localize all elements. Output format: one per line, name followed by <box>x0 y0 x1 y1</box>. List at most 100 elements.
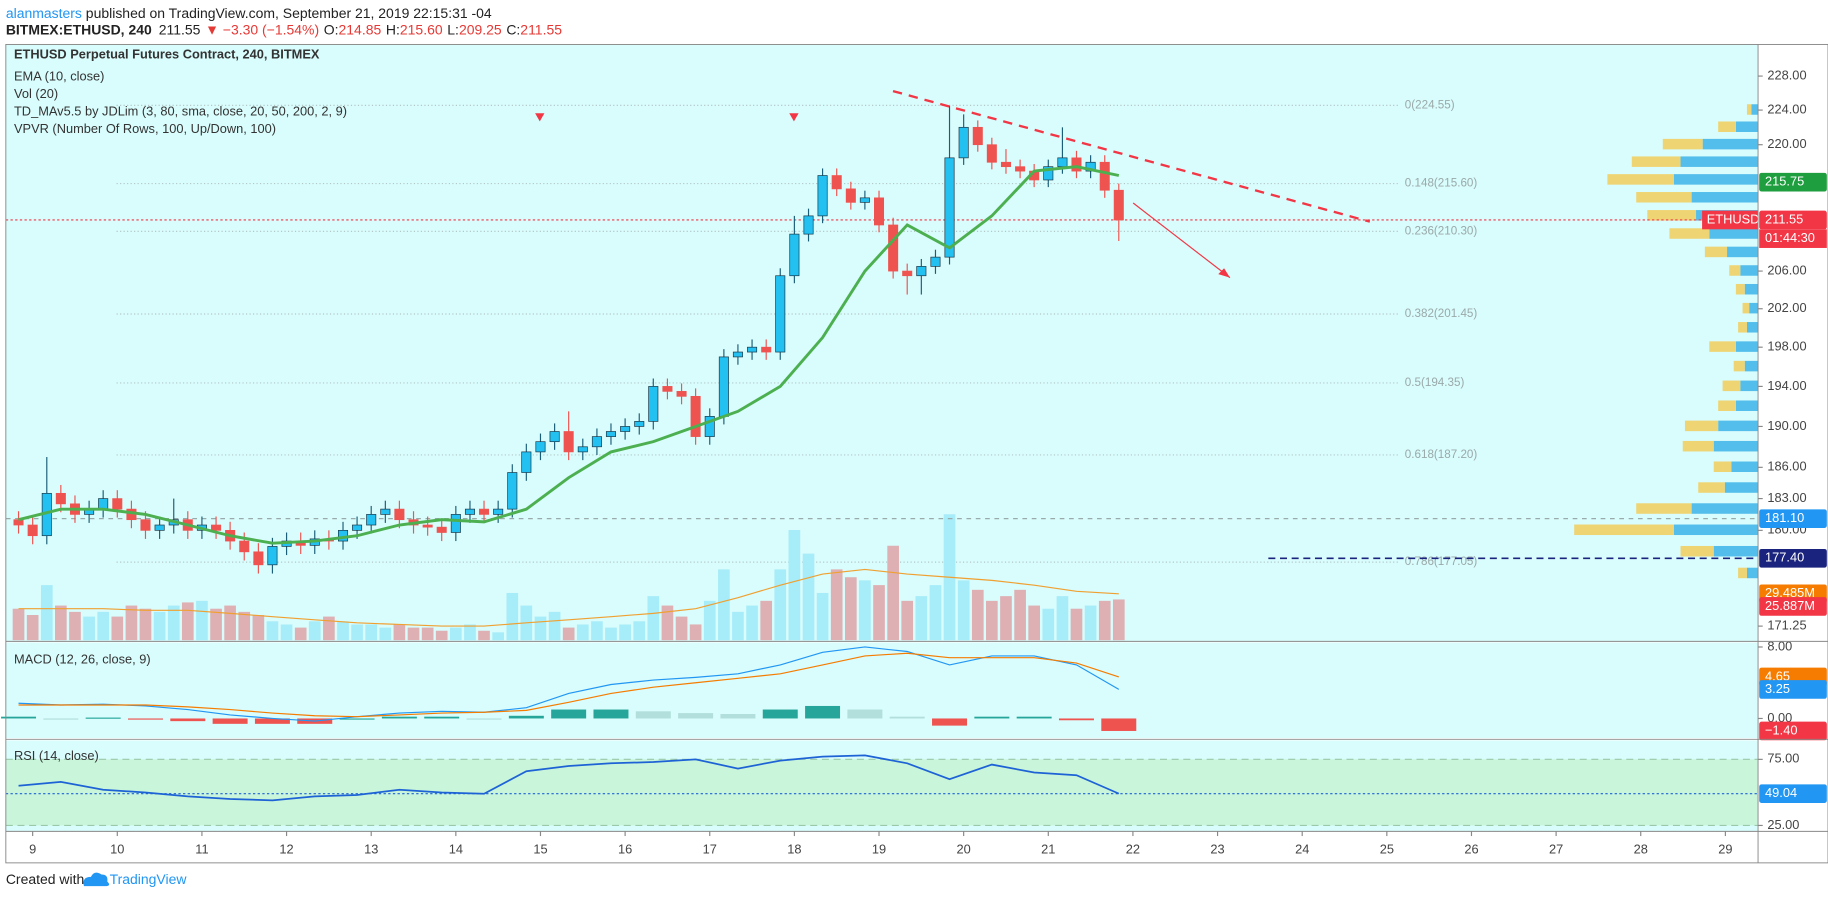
open-value: 214.85 <box>339 21 382 37</box>
pane-title: MACD (12, 26, close, 9) <box>14 651 151 666</box>
volume-bar <box>464 624 476 641</box>
volume-bar <box>929 585 942 641</box>
volume-bar <box>196 600 208 641</box>
histogram-bar <box>847 709 883 719</box>
symbol: BITMEX:ETHUSD, 240 <box>6 21 152 37</box>
volume-bar <box>718 569 730 641</box>
candle-body <box>986 144 997 163</box>
change: ▼ −3.30 (−1.54%) <box>205 21 319 37</box>
candle-body <box>648 386 659 422</box>
volume-bar <box>435 630 448 641</box>
histogram-bar <box>1016 716 1052 719</box>
histogram-bar <box>127 718 163 720</box>
histogram-bar <box>1101 718 1137 731</box>
candle-body <box>718 356 729 417</box>
candle-body <box>380 508 391 515</box>
legend-item: Vol (20) <box>14 86 58 101</box>
vpvr-up <box>1740 380 1759 392</box>
volume-bar <box>12 608 25 641</box>
signal-marker <box>535 113 545 122</box>
x-tick-label: 18 <box>787 841 801 856</box>
symbol-tag-label: ETHUSD <box>1707 211 1760 226</box>
volume-bar <box>774 569 787 641</box>
volume-bar <box>915 596 928 641</box>
published: published on TradingView.com, September … <box>82 5 492 21</box>
vpvr-up <box>1702 138 1759 150</box>
legend-item: TD_MAv5.5 by JDLim (3, 80, sma, close, 2… <box>14 103 347 118</box>
y-tick-label: 8.00 <box>1767 638 1792 653</box>
volume-bar <box>746 605 758 641</box>
histogram-bar <box>1058 718 1094 721</box>
volume-bar <box>379 627 392 641</box>
histogram-bar <box>43 718 79 720</box>
candle-body <box>944 157 955 258</box>
candle-body <box>211 524 222 531</box>
countdown-label: 01:44:30 <box>1765 230 1815 245</box>
vpvr-down <box>1682 440 1714 452</box>
brand[interactable]: TradingView <box>110 871 188 887</box>
price-tag-label: 4.65 <box>1765 668 1790 683</box>
candle-body <box>789 233 800 277</box>
volume-bar <box>407 627 420 641</box>
candle-body <box>761 346 772 353</box>
volume-bar <box>337 621 349 641</box>
vpvr-up <box>1691 503 1759 514</box>
fib-label: 0.382(201.45) <box>1405 307 1478 320</box>
volume-bar <box>619 624 631 641</box>
vpvr-down <box>1713 461 1732 472</box>
volume-bar <box>210 608 222 641</box>
vpvr-down <box>1729 265 1741 276</box>
price-tag <box>1759 597 1827 616</box>
histogram-bar <box>212 718 248 724</box>
price-tag <box>1759 172 1827 192</box>
histogram-bar <box>85 717 121 719</box>
vpvr-down <box>1733 360 1745 372</box>
candle-body <box>634 421 645 427</box>
volume-bar <box>732 611 744 641</box>
x-tick-label: 9 <box>29 841 36 856</box>
vpvr-up <box>1713 545 1759 557</box>
fib-label: 0.618(187.20) <box>1405 448 1478 461</box>
vpvr-up <box>1740 265 1759 276</box>
histogram-bar <box>974 716 1010 719</box>
x-tick-label: 14 <box>449 841 463 856</box>
candle-body <box>732 351 743 358</box>
price-tag <box>1759 548 1827 568</box>
histogram-bar <box>254 718 290 724</box>
candle-body <box>874 197 885 226</box>
price-tag <box>1759 721 1827 741</box>
vpvr-up <box>1709 228 1759 239</box>
candle-body <box>239 540 250 553</box>
author: alanmasters <box>6 5 82 21</box>
volume-bar <box>633 621 646 641</box>
volume-bar <box>1070 608 1083 641</box>
vpvr-down <box>1636 503 1692 514</box>
candle-body <box>902 270 913 277</box>
arrow-line <box>1132 202 1231 279</box>
price-tag-label: 3.25 <box>1765 681 1790 696</box>
x-tick-label: 24 <box>1295 841 1309 856</box>
x-tick-label: 11 <box>195 841 208 856</box>
vpvr-up <box>1744 360 1759 372</box>
volume-bar <box>450 627 462 641</box>
vpvr-up <box>1749 302 1759 314</box>
candle-body <box>916 266 927 277</box>
ema-line <box>18 165 1120 545</box>
volume-bar <box>605 627 617 641</box>
candle-body <box>803 215 814 235</box>
volume-bar <box>788 530 801 641</box>
candle-body <box>958 126 969 159</box>
volume-bar <box>167 605 180 641</box>
vpvr-up <box>1727 246 1759 258</box>
volume-bar <box>365 624 378 641</box>
vpvr-up <box>1735 400 1759 411</box>
candle-body <box>521 451 532 473</box>
candle-body <box>394 508 405 521</box>
vpvr-down <box>1631 156 1681 167</box>
vpvr-down <box>1574 524 1674 536</box>
price-tag <box>1759 210 1827 230</box>
volume-bar <box>266 621 279 641</box>
price-tag-label: 49.04 <box>1765 785 1797 800</box>
candle-body <box>450 514 461 533</box>
